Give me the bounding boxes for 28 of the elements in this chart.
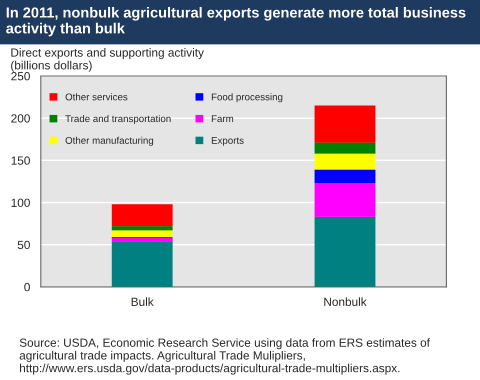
bar — [314, 142, 376, 154]
bar — [112, 204, 173, 226]
legend-label: Other services — [66, 93, 128, 100]
legend-label: Trade and transportation — [65, 114, 171, 124]
y-tick-label: 0 — [24, 282, 30, 292]
bar — [112, 226, 173, 230]
bar — [314, 183, 376, 217]
legend-label: Other manufacturing — [66, 136, 154, 146]
x-tick-label: Bulk — [132, 297, 154, 306]
y-tick-label: 150 — [12, 156, 30, 165]
bar — [112, 241, 173, 287]
y-tick-label: 100 — [12, 198, 30, 207]
y-tick-label: 250 — [11, 72, 30, 80]
y-tick-label: 50 — [18, 240, 30, 250]
bar — [314, 154, 376, 170]
legend-label: Exports — [212, 137, 244, 146]
legend-label: Farm — [212, 115, 234, 122]
chart-title: In 2011, nonbulk agricultural exports generate more total business activity than bulk — [6, 6, 466, 36]
x-tick-label: Nonbulk — [324, 297, 367, 306]
y-tick-label: 200 — [11, 114, 30, 123]
bar — [314, 216, 376, 287]
source-note: Source: USDA, Economic Research Service using data from ERS estimates of agricultural trade impacts. Agricultural Trade Mulipliers, http://www.ers.usda.gov/data-products/agricultural-trade-multipliers.aspx. — [20, 338, 430, 375]
bar — [112, 230, 173, 238]
y-axis-title: Direct exports and supporting activity (billions dollars) — [11, 48, 204, 72]
bar — [314, 170, 376, 184]
bar — [314, 106, 376, 143]
legend-label: Food processing — [212, 93, 282, 102]
bar — [112, 238, 173, 242]
